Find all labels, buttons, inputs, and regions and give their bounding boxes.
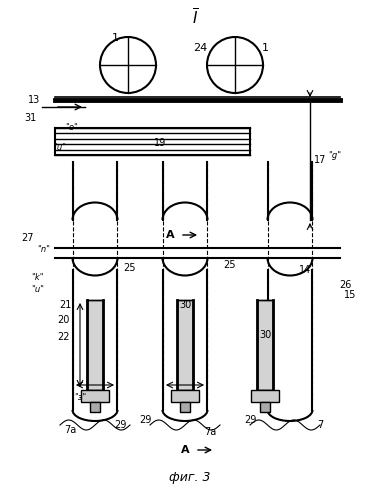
Text: 25: 25 — [124, 263, 136, 273]
Text: $\overline{I}$: $\overline{I}$ — [192, 8, 198, 28]
Text: 13: 13 — [28, 95, 40, 105]
Text: A: A — [181, 445, 189, 455]
Text: 25: 25 — [224, 260, 236, 270]
Text: 26: 26 — [339, 280, 351, 290]
Text: 15: 15 — [344, 290, 356, 300]
Text: 29: 29 — [139, 415, 151, 425]
Bar — [90, 402, 100, 412]
Text: 20: 20 — [57, 315, 69, 325]
Bar — [251, 390, 279, 402]
Text: 1: 1 — [261, 43, 269, 53]
Text: 29: 29 — [244, 415, 256, 425]
Text: 31: 31 — [24, 113, 36, 123]
Text: "g": "g" — [328, 150, 341, 160]
Bar — [177, 300, 193, 390]
Text: "з": "з" — [74, 394, 86, 402]
Text: "u": "u" — [53, 144, 67, 152]
Text: "u": "u" — [32, 286, 45, 294]
Text: 7a: 7a — [64, 425, 76, 435]
Text: 30: 30 — [179, 300, 191, 310]
Text: 7a: 7a — [204, 427, 216, 437]
Text: 1: 1 — [112, 33, 118, 43]
Text: "k": "k" — [32, 274, 44, 282]
Text: "n": "n" — [37, 246, 51, 254]
Text: 7: 7 — [317, 420, 323, 430]
Bar — [180, 402, 190, 412]
Text: 22: 22 — [57, 332, 69, 342]
Text: 29: 29 — [114, 420, 126, 430]
Text: 14: 14 — [299, 265, 311, 275]
Text: 30: 30 — [259, 330, 271, 340]
Text: 24: 24 — [193, 43, 207, 53]
Bar — [87, 300, 103, 390]
Text: A: A — [166, 230, 174, 240]
Text: 17: 17 — [314, 155, 326, 165]
Bar — [257, 300, 273, 390]
Text: фиг. 3: фиг. 3 — [169, 472, 211, 484]
Bar — [81, 390, 109, 402]
Text: 27: 27 — [22, 233, 34, 243]
Text: 21: 21 — [59, 300, 71, 310]
Bar — [260, 402, 270, 412]
Bar — [171, 390, 199, 402]
Text: 19: 19 — [154, 138, 166, 148]
Text: "e": "e" — [66, 122, 78, 132]
